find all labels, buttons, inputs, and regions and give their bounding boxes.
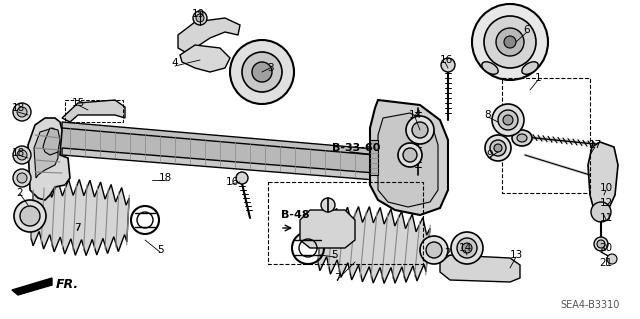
- Text: 10: 10: [600, 183, 612, 193]
- Circle shape: [252, 62, 272, 82]
- Text: 9: 9: [486, 150, 493, 160]
- Polygon shape: [180, 45, 230, 72]
- Text: B-33-60: B-33-60: [332, 143, 380, 153]
- Polygon shape: [440, 255, 520, 282]
- Polygon shape: [378, 113, 438, 207]
- Text: 14: 14: [458, 243, 472, 253]
- Circle shape: [451, 232, 483, 264]
- Polygon shape: [34, 128, 58, 178]
- Polygon shape: [62, 122, 375, 155]
- Text: 15: 15: [72, 98, 84, 108]
- Ellipse shape: [482, 62, 498, 74]
- Polygon shape: [62, 100, 125, 122]
- Text: 1: 1: [534, 73, 541, 83]
- Circle shape: [490, 140, 506, 156]
- Text: 4: 4: [172, 58, 179, 68]
- Circle shape: [594, 237, 608, 251]
- Polygon shape: [43, 128, 60, 155]
- Circle shape: [503, 115, 513, 125]
- Polygon shape: [370, 100, 448, 215]
- Text: 14: 14: [408, 110, 422, 120]
- Circle shape: [406, 116, 434, 144]
- Polygon shape: [28, 118, 70, 200]
- Bar: [65, 100, 123, 122]
- Circle shape: [403, 148, 417, 162]
- Circle shape: [591, 202, 611, 222]
- Text: FR.: FR.: [56, 278, 79, 292]
- Circle shape: [496, 28, 524, 56]
- Circle shape: [484, 16, 536, 68]
- Polygon shape: [178, 18, 240, 52]
- Circle shape: [20, 206, 40, 226]
- Text: 5: 5: [157, 245, 163, 255]
- Circle shape: [494, 144, 502, 152]
- Text: 8: 8: [484, 110, 492, 120]
- Text: 18: 18: [12, 148, 24, 158]
- Circle shape: [398, 143, 422, 167]
- Ellipse shape: [512, 130, 532, 146]
- Text: 12: 12: [600, 198, 612, 208]
- Polygon shape: [31, 180, 129, 256]
- Text: 17: 17: [588, 140, 602, 150]
- Text: 21: 21: [600, 258, 612, 268]
- Text: 19: 19: [191, 9, 205, 19]
- Circle shape: [472, 4, 548, 80]
- Text: 13: 13: [509, 250, 523, 260]
- Circle shape: [236, 172, 248, 184]
- Circle shape: [492, 104, 524, 136]
- Polygon shape: [300, 210, 355, 248]
- Text: SEA4-B3310: SEA4-B3310: [560, 300, 620, 310]
- Circle shape: [193, 11, 207, 25]
- Polygon shape: [370, 140, 378, 175]
- Circle shape: [13, 169, 31, 187]
- Polygon shape: [62, 128, 375, 173]
- Polygon shape: [318, 207, 430, 284]
- Circle shape: [607, 254, 617, 264]
- Text: 7: 7: [333, 273, 340, 283]
- Circle shape: [17, 150, 27, 160]
- Circle shape: [597, 240, 605, 248]
- Circle shape: [412, 122, 428, 138]
- Text: 18: 18: [12, 103, 24, 113]
- Circle shape: [426, 242, 442, 258]
- Circle shape: [242, 52, 282, 92]
- Circle shape: [485, 135, 511, 161]
- Circle shape: [441, 58, 455, 72]
- Circle shape: [196, 14, 204, 22]
- Bar: [502, 78, 590, 193]
- Circle shape: [14, 200, 46, 232]
- Text: 16: 16: [440, 55, 452, 65]
- Bar: [268, 182, 423, 264]
- Polygon shape: [62, 148, 375, 180]
- Text: 2: 2: [17, 188, 23, 198]
- Circle shape: [17, 107, 27, 117]
- Text: 16: 16: [225, 177, 239, 187]
- Text: 11: 11: [600, 213, 612, 223]
- Ellipse shape: [517, 134, 527, 142]
- Circle shape: [462, 243, 472, 253]
- Text: B-48: B-48: [281, 210, 309, 220]
- Circle shape: [504, 36, 516, 48]
- Circle shape: [498, 110, 518, 130]
- Text: 20: 20: [600, 243, 612, 253]
- Text: 7: 7: [74, 223, 80, 233]
- Circle shape: [230, 40, 294, 104]
- Circle shape: [457, 238, 477, 258]
- Text: 5: 5: [332, 250, 339, 260]
- Ellipse shape: [522, 62, 538, 74]
- Text: 6: 6: [524, 25, 531, 35]
- Circle shape: [17, 173, 27, 183]
- Text: 3: 3: [267, 63, 273, 73]
- Polygon shape: [12, 278, 52, 295]
- Circle shape: [420, 236, 448, 264]
- Polygon shape: [588, 142, 618, 215]
- Circle shape: [13, 103, 31, 121]
- Text: 2: 2: [445, 248, 451, 258]
- Circle shape: [321, 198, 335, 212]
- Text: 18: 18: [158, 173, 172, 183]
- Circle shape: [13, 146, 31, 164]
